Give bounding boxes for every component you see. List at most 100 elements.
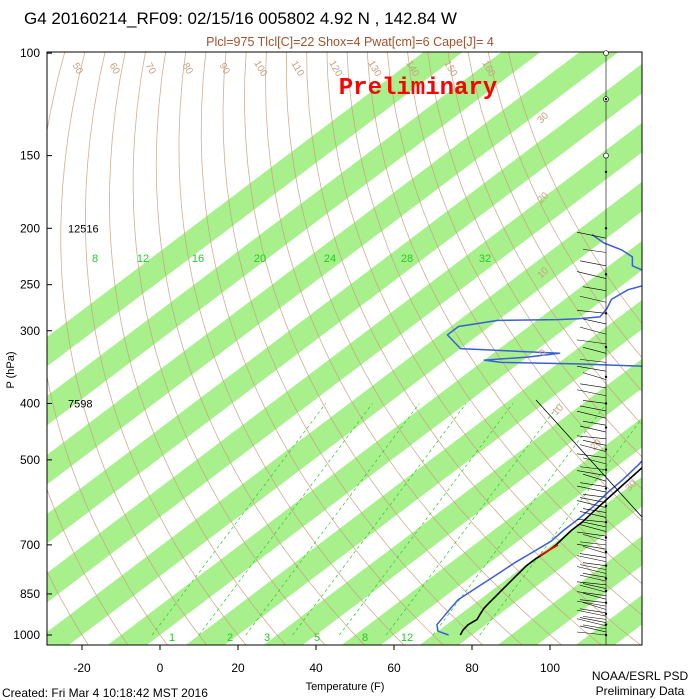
wind-barb	[579, 497, 607, 503]
preliminary-watermark: Preliminary	[339, 75, 497, 102]
mixing-ratio-low-label: 12	[401, 632, 413, 644]
pressure-tick-label: 150	[20, 149, 40, 163]
y-axis-label: P (hPa)	[5, 351, 17, 388]
temperature-tick-label: 40	[309, 661, 323, 675]
isotherm-band	[47, 181, 642, 645]
dry-adiabat-line	[222, 52, 483, 645]
isotherm-band	[47, 52, 463, 367]
wind-barb	[579, 564, 607, 570]
wind-barb	[579, 608, 607, 614]
temperature-tick-labels: -20 0 20 40 60 80 100	[73, 645, 560, 675]
wind-barb	[582, 318, 607, 325]
temperature-tick-label: 0	[157, 661, 164, 675]
dewpoint-profile	[436, 233, 642, 636]
adiabat-label: 60	[107, 61, 122, 77]
adiabat-label: 80	[180, 61, 195, 77]
wind-barb	[576, 581, 607, 586]
wind-level-dot	[604, 564, 608, 567]
wind-barb	[582, 521, 607, 528]
wind-barb	[582, 439, 607, 446]
wind-barb	[582, 592, 607, 600]
wind-barb	[576, 618, 607, 627]
wind-level-dot	[604, 623, 608, 626]
wind-level-dot	[604, 170, 608, 174]
mixing-ratio-label: 20	[254, 253, 266, 265]
pressure-tick-label: 850	[20, 587, 40, 601]
wind-level-dot	[604, 487, 608, 490]
wind-barb	[582, 494, 607, 498]
calm-wind-marker	[603, 152, 609, 159]
mixing-ratio-line	[385, 403, 560, 636]
wind-barb	[579, 541, 607, 546]
wind-barb	[579, 425, 607, 433]
wind-level-dot	[604, 312, 608, 315]
isotherm-band	[47, 63, 642, 544]
wind-barb	[576, 389, 607, 397]
mixing-ratio-line	[479, 417, 642, 636]
mixing-ratio-line	[292, 403, 467, 636]
wind-barb	[582, 372, 607, 380]
mixing-ratio-line	[245, 403, 420, 636]
wind-level-dot	[604, 589, 608, 593]
pressure-tick-label: 500	[20, 453, 40, 467]
wind-barb	[582, 573, 607, 578]
wind-barb	[579, 617, 607, 623]
mixing-ratio-label: 32	[479, 253, 491, 265]
wind-barb	[576, 609, 607, 617]
x-axis-label: Temperature (F)	[306, 681, 385, 693]
dry-adiabat-line	[326, 52, 642, 616]
dry-adiabat-line	[178, 52, 405, 645]
wind-level-dot	[604, 345, 608, 349]
wind-barb	[582, 400, 607, 404]
height-label: 12516	[68, 223, 99, 235]
wind-barb	[576, 410, 607, 419]
sounding-profiles	[436, 233, 642, 636]
wind-barb	[579, 599, 607, 603]
temperature-tick-label: 100	[540, 661, 560, 675]
wind-barb	[579, 383, 607, 389]
wind-barb	[576, 435, 607, 440]
dry-adiabat-line	[60, 52, 207, 645]
dry-adiabat-line	[366, 52, 642, 553]
wind-barb	[576, 600, 607, 607]
mixing-ratio-line	[432, 403, 607, 636]
dry-adiabat-line	[346, 52, 642, 585]
pressure-tick-label: 1000	[13, 628, 40, 642]
chart-title: G4 20160214_RF09: 02/15/16 005802 4.92 N…	[24, 9, 457, 28]
mixing-ratio-low-label: 5	[314, 632, 320, 644]
mixing-ratio-label: 28	[401, 253, 413, 265]
height-label: 7598	[68, 398, 92, 410]
mixing-ratio-low-label: 1	[169, 632, 175, 644]
wind-barb	[576, 453, 607, 459]
mixing-ratio-lines	[151, 403, 642, 636]
wind-barb	[579, 511, 607, 518]
adiabat-label: 70	[143, 61, 158, 77]
wind-level-dot	[604, 402, 608, 405]
wind-barb	[582, 420, 607, 426]
adiabat-label: 100	[251, 59, 269, 79]
mixing-ratio-low-label: 3	[264, 632, 270, 644]
org-name: NOAA/ESRL PSD	[592, 669, 689, 683]
wind-level-dot	[604, 521, 608, 524]
mixing-ratio-label: 24	[324, 253, 336, 265]
isotherm-band	[575, 594, 642, 645]
dry-adiabat-line	[467, 52, 642, 392]
wind-barb	[579, 482, 607, 487]
dry-adiabats	[47, 52, 642, 645]
wind-barb	[576, 339, 607, 345]
wind-barb	[576, 470, 607, 476]
dry-adiabat-line	[200, 52, 444, 645]
wind-barb	[576, 231, 607, 239]
mixing-ratio-line	[151, 403, 326, 636]
wind-barb	[579, 260, 607, 267]
mixing-ratio-low-label: 2	[227, 632, 233, 644]
wind-barb	[582, 286, 607, 291]
wind-barb	[582, 508, 607, 513]
wind-barb	[576, 365, 607, 372]
mixing-ratio-low-label: 8	[362, 632, 368, 644]
wind-level-dot	[604, 577, 608, 580]
wind-level-dot	[604, 536, 608, 539]
wind-barb	[576, 543, 607, 550]
dry-adiabat-line	[47, 570, 89, 645]
